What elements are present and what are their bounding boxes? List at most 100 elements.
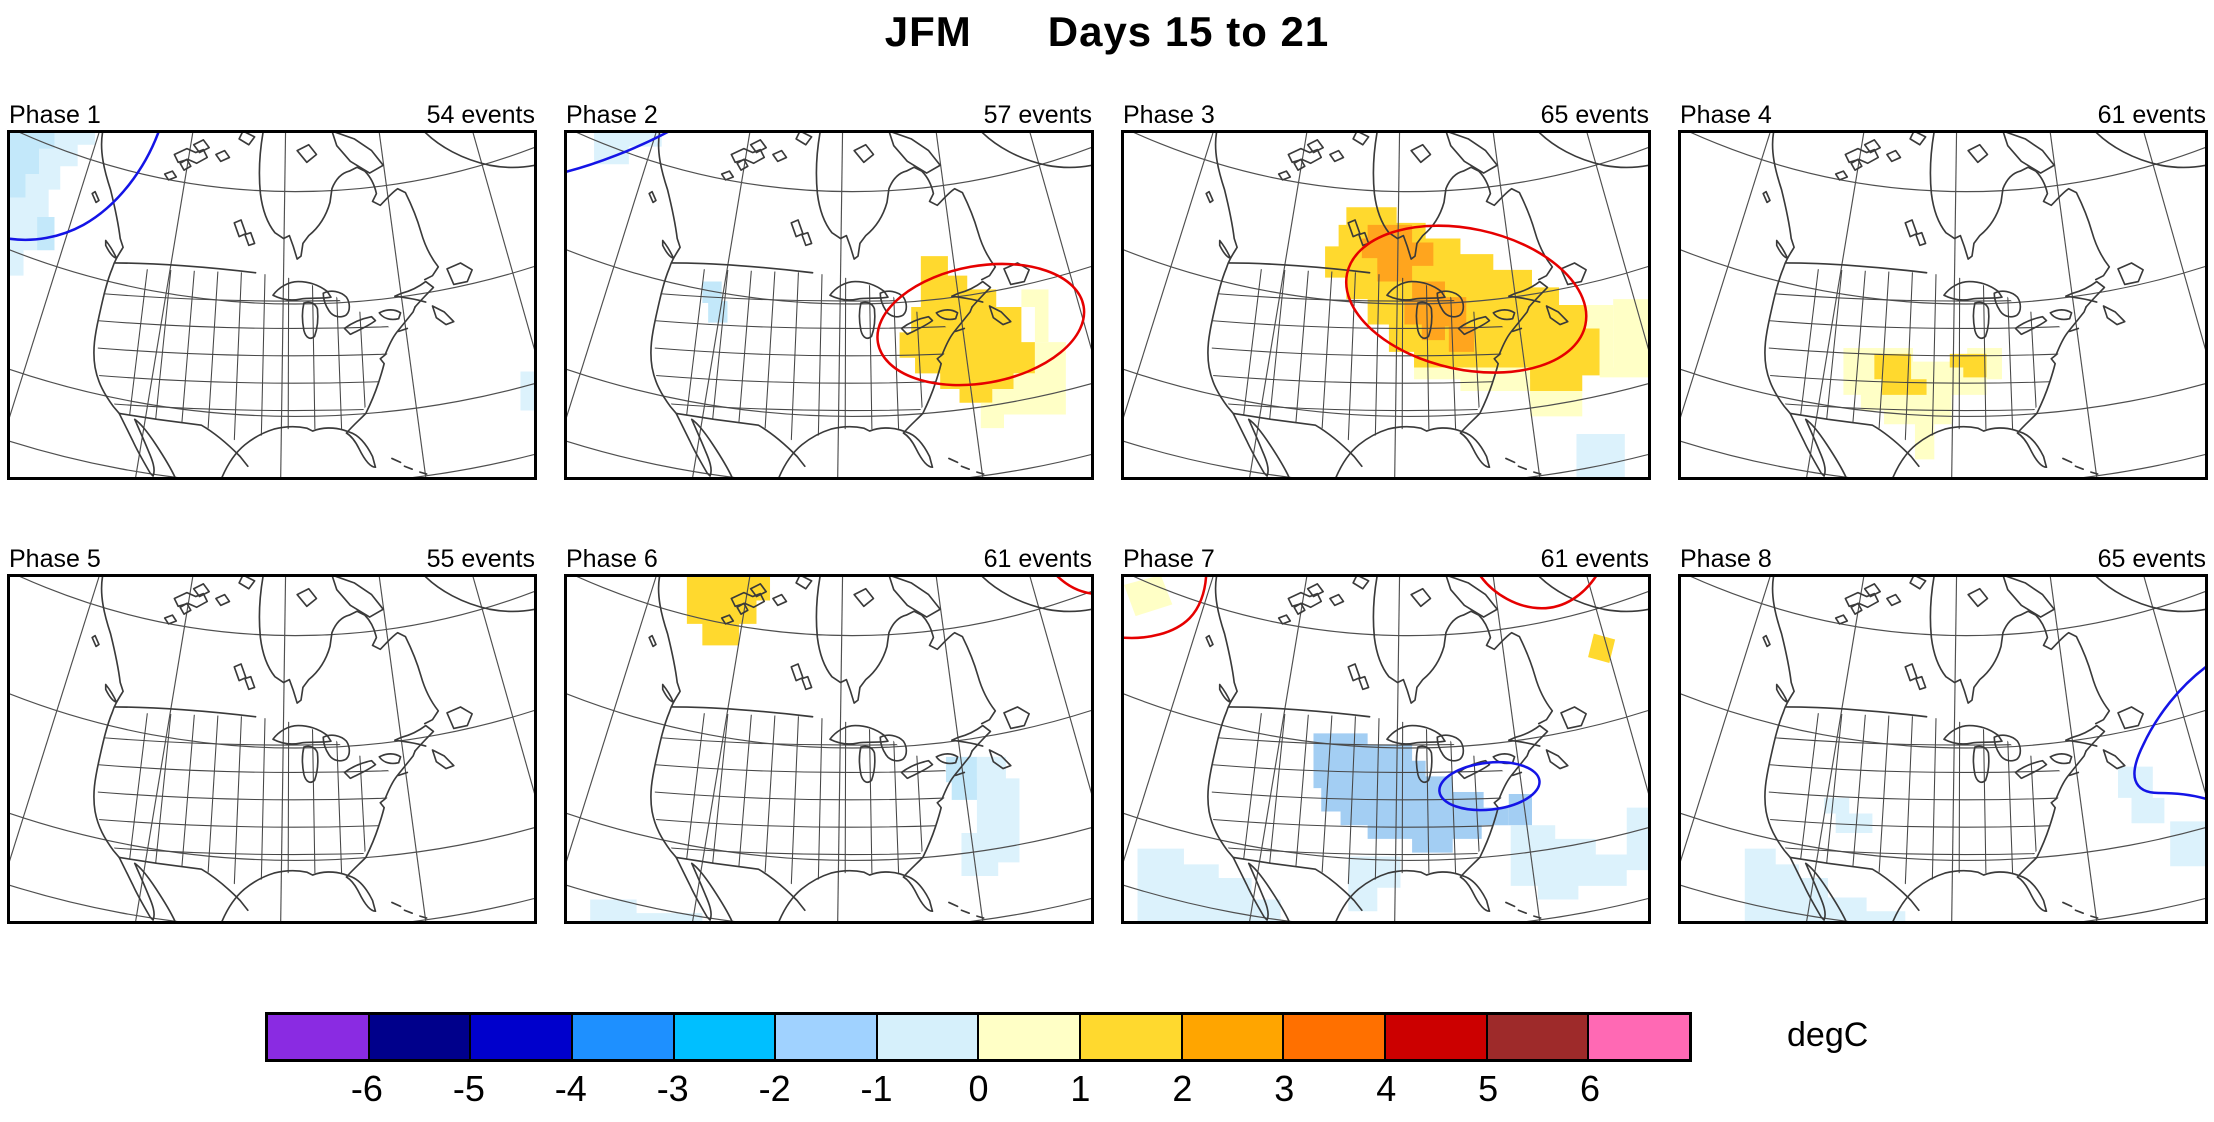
colorbar-unit-label: degC	[1787, 1016, 1869, 1054]
events-count: 54 events	[426, 101, 535, 129]
colorbar-segment-14	[1587, 1015, 1689, 1059]
colorbar-segment-10	[1180, 1015, 1283, 1059]
anomaly-shading	[1325, 207, 1648, 477]
coastlines	[1762, 133, 2205, 477]
colorbar-tick-label: 3	[1274, 1068, 1295, 1109]
colorbar-tick-label: 4	[1376, 1068, 1397, 1109]
phase-label: Phase 8	[1680, 545, 1772, 573]
coastlines	[648, 133, 1091, 477]
anomaly-shading	[10, 133, 534, 411]
contours	[2133, 666, 2205, 800]
colorbar-tick-label: -3	[656, 1068, 689, 1109]
state-borders	[654, 711, 952, 889]
contours	[1124, 577, 1597, 812]
anomaly-shading	[1843, 348, 2002, 460]
map-canvas	[1121, 574, 1651, 924]
panel-header: Phase 3 65 events	[1121, 100, 1651, 130]
phase-panel-1: Phase 1 54 events	[7, 100, 537, 480]
panel-header: Phase 6 61 events	[564, 544, 1094, 574]
coastlines	[648, 577, 1091, 921]
anomaly-shading	[1124, 577, 1648, 921]
phase-panel-2: Phase 2 57 events	[564, 100, 1094, 480]
page-title: JFM Days 15 to 21	[884, 8, 1330, 55]
map-canvas	[7, 130, 537, 480]
colorbar-segment-8	[977, 1015, 1080, 1059]
colorbar-segment-2	[367, 1015, 470, 1059]
map-canvas	[1678, 574, 2208, 924]
phase-label: Phase 1	[9, 101, 101, 129]
phase-panel-grid: Phase 1 54 events Phase 2 57 events Phase 3 6…	[0, 100, 2214, 924]
map-canvas	[1121, 130, 1651, 480]
panel-header: Phase 2 57 events	[564, 100, 1094, 130]
graticule	[10, 133, 534, 477]
contours	[1056, 577, 1091, 595]
phase-label: Phase 4	[1680, 101, 1772, 129]
contours	[10, 133, 160, 242]
colorbar-segment-1	[268, 1015, 368, 1059]
colorbar-tick-label: 5	[1478, 1068, 1499, 1109]
panel-header: Phase 4 61 events	[1678, 100, 2208, 130]
map-canvas	[564, 130, 1094, 480]
graticule	[567, 133, 1091, 477]
colorbar-segment-6	[774, 1015, 876, 1059]
contours	[1344, 224, 1588, 374]
graticule	[1124, 133, 1648, 477]
panel-header: Phase 5 55 events	[7, 544, 537, 574]
phase-panel-3: Phase 3 65 events	[1121, 100, 1651, 480]
colorbar-segments	[265, 1012, 1692, 1062]
colorbar-tick-label: -5	[452, 1068, 485, 1109]
colorbar-tick-label: -4	[554, 1068, 587, 1109]
contours	[567, 133, 1086, 387]
colorbar-segment-4	[570, 1015, 673, 1059]
panel-header: Phase 8 65 events	[1678, 544, 2208, 574]
phase-label: Phase 2	[566, 101, 658, 129]
colorbar-segment-11	[1282, 1015, 1385, 1059]
anomaly-shading	[590, 577, 1020, 921]
colorbar-segment-9	[1079, 1015, 1181, 1059]
colorbar-segment-7	[875, 1015, 978, 1059]
phase-label: Phase 6	[566, 545, 658, 573]
map-canvas	[564, 574, 1094, 924]
graticule	[10, 577, 534, 921]
phase-panel-4: Phase 4 61 events	[1678, 100, 2208, 480]
phase-panel-6: Phase 6 61 events	[564, 544, 1094, 924]
events-count: 61 events	[983, 545, 1092, 573]
colorbar-tick-label: 2	[1172, 1068, 1193, 1109]
colorbar-tick-label: -1	[860, 1068, 893, 1109]
phase-label: Phase 5	[9, 545, 101, 573]
events-count: 61 events	[2097, 101, 2206, 129]
phase-label: Phase 7	[1123, 545, 1215, 573]
map-canvas	[1678, 130, 2208, 480]
phase-panel-7: Phase 7 61 events	[1121, 544, 1651, 924]
events-count: 65 events	[1540, 101, 1649, 129]
coastlines	[1205, 577, 1648, 921]
map-canvas	[7, 574, 537, 924]
graticule	[1681, 133, 2205, 477]
phase-label: Phase 3	[1123, 101, 1215, 129]
colorbar-tick-label: 0	[968, 1068, 989, 1109]
colorbar-segment-3	[469, 1015, 571, 1059]
colorbar-segment-12	[1384, 1015, 1486, 1059]
graticule	[567, 577, 1091, 921]
events-count: 55 events	[426, 545, 535, 573]
figure: JFM Days 15 to 21 Phase 1 54 events Phase …	[0, 8, 2214, 1122]
coastlines	[1205, 133, 1648, 477]
graticule	[1681, 577, 2205, 921]
colorbar-tick-label: 6	[1580, 1068, 1601, 1109]
colorbar: degC -6 -5 -4 -3 -2 -1 0 1 2 3 4 5 6	[265, 1012, 1868, 1122]
events-count: 57 events	[983, 101, 1092, 129]
events-count: 61 events	[1540, 545, 1649, 573]
phase-panel-5: Phase 5 55 events	[7, 544, 537, 924]
colorbar-segment-13	[1485, 1015, 1588, 1059]
panel-header: Phase 1 54 events	[7, 100, 537, 130]
phase-panel-8: Phase 8 65 events	[1678, 544, 2208, 924]
coastlines	[91, 577, 534, 921]
panel-header: Phase 7 61 events	[1121, 544, 1651, 574]
graticule	[1124, 577, 1648, 921]
colorbar-tick-label: 1	[1070, 1068, 1091, 1109]
events-count: 65 events	[2097, 545, 2206, 573]
colorbar-tick-label: -6	[350, 1068, 383, 1109]
coastlines	[91, 133, 534, 477]
colorbar-segment-5	[672, 1015, 775, 1059]
colorbar-tick-label: -2	[758, 1068, 791, 1109]
